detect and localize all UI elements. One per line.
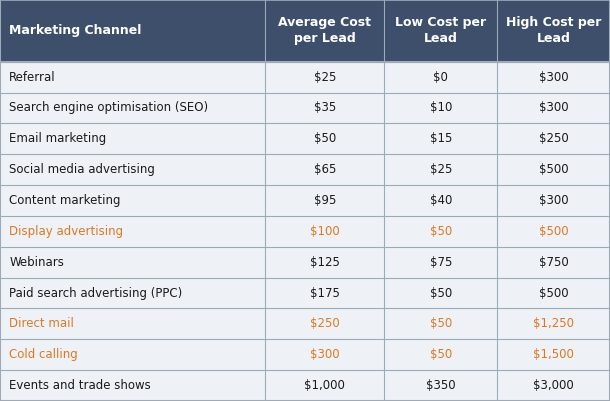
Text: Social media advertising: Social media advertising — [9, 163, 155, 176]
Bar — [384, 185, 497, 216]
Bar — [0, 247, 265, 277]
Bar — [265, 216, 384, 247]
Bar — [265, 185, 384, 216]
Bar — [265, 0, 384, 62]
Bar — [0, 370, 265, 401]
Bar — [0, 0, 265, 62]
Bar — [497, 0, 610, 62]
Bar — [384, 339, 497, 370]
Text: $350: $350 — [426, 379, 456, 392]
Bar — [497, 185, 610, 216]
Text: $300: $300 — [310, 348, 340, 361]
Bar — [384, 93, 497, 124]
Bar — [265, 247, 384, 277]
Text: $500: $500 — [539, 163, 569, 176]
Bar — [0, 277, 265, 308]
Bar — [497, 247, 610, 277]
Bar — [384, 370, 497, 401]
Bar — [265, 93, 384, 124]
Bar — [384, 62, 497, 93]
Bar — [0, 62, 265, 93]
Bar — [497, 216, 610, 247]
Text: $50: $50 — [429, 317, 452, 330]
Bar — [384, 277, 497, 308]
Text: Webinars: Webinars — [9, 256, 64, 269]
Bar — [0, 308, 265, 339]
Text: $300: $300 — [539, 194, 569, 207]
Text: Low Cost per
Lead: Low Cost per Lead — [395, 16, 486, 45]
Bar — [497, 370, 610, 401]
Bar — [265, 154, 384, 185]
Bar — [497, 62, 610, 93]
Text: $250: $250 — [539, 132, 569, 145]
Text: Email marketing: Email marketing — [9, 132, 106, 145]
Bar — [497, 277, 610, 308]
Bar — [384, 216, 497, 247]
Bar — [384, 154, 497, 185]
Text: $15: $15 — [429, 132, 452, 145]
Text: $25: $25 — [314, 71, 336, 84]
Text: $25: $25 — [429, 163, 452, 176]
Bar — [497, 93, 610, 124]
Text: $0: $0 — [433, 71, 448, 84]
Bar — [0, 185, 265, 216]
Bar — [265, 62, 384, 93]
Bar — [0, 339, 265, 370]
Text: $300: $300 — [539, 101, 569, 114]
Bar — [265, 124, 384, 154]
Text: $750: $750 — [539, 256, 569, 269]
Bar — [497, 124, 610, 154]
Text: $500: $500 — [539, 225, 569, 238]
Text: Content marketing: Content marketing — [9, 194, 121, 207]
Text: $500: $500 — [539, 287, 569, 300]
Text: $10: $10 — [429, 101, 452, 114]
Text: $3,000: $3,000 — [533, 379, 574, 392]
Text: $1,500: $1,500 — [533, 348, 574, 361]
Text: $125: $125 — [310, 256, 340, 269]
Text: High Cost per
Lead: High Cost per Lead — [506, 16, 601, 45]
Bar — [0, 216, 265, 247]
Bar — [265, 277, 384, 308]
Text: $250: $250 — [310, 317, 340, 330]
Text: $100: $100 — [310, 225, 340, 238]
Text: $175: $175 — [310, 287, 340, 300]
Bar — [384, 0, 497, 62]
Text: Referral: Referral — [9, 71, 56, 84]
Text: $1,000: $1,000 — [304, 379, 345, 392]
Text: $75: $75 — [429, 256, 452, 269]
Bar — [265, 370, 384, 401]
Text: $40: $40 — [429, 194, 452, 207]
Text: $300: $300 — [539, 71, 569, 84]
Text: Direct mail: Direct mail — [9, 317, 74, 330]
Bar — [0, 154, 265, 185]
Text: Events and trade shows: Events and trade shows — [9, 379, 151, 392]
Text: $35: $35 — [314, 101, 336, 114]
Bar — [384, 308, 497, 339]
Text: Average Cost
per Lead: Average Cost per Lead — [278, 16, 371, 45]
Bar — [265, 308, 384, 339]
Bar — [0, 124, 265, 154]
Bar — [384, 247, 497, 277]
Text: Marketing Channel: Marketing Channel — [9, 24, 142, 37]
Text: Paid search advertising (PPC): Paid search advertising (PPC) — [9, 287, 182, 300]
Text: Cold calling: Cold calling — [9, 348, 78, 361]
Text: Display advertising: Display advertising — [9, 225, 123, 238]
Text: $50: $50 — [429, 225, 452, 238]
Bar — [497, 154, 610, 185]
Text: $65: $65 — [314, 163, 336, 176]
Text: $1,250: $1,250 — [533, 317, 574, 330]
Text: $50: $50 — [314, 132, 336, 145]
Text: $50: $50 — [429, 287, 452, 300]
Bar — [497, 339, 610, 370]
Bar — [0, 93, 265, 124]
Text: Search engine optimisation (SEO): Search engine optimisation (SEO) — [9, 101, 208, 114]
Bar — [384, 124, 497, 154]
Bar — [265, 339, 384, 370]
Bar — [497, 308, 610, 339]
Text: $95: $95 — [314, 194, 336, 207]
Text: $50: $50 — [429, 348, 452, 361]
